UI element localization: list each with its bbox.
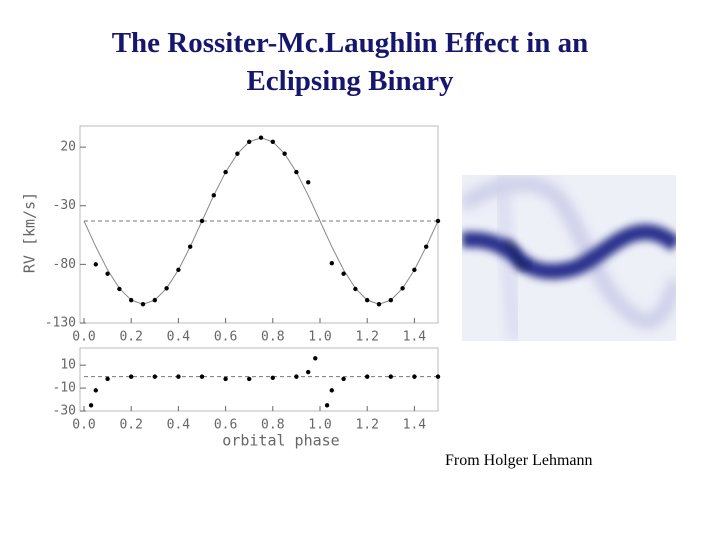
x-tick-label: 0.4 xyxy=(167,418,191,433)
data-point xyxy=(152,374,157,379)
x-tick-label: 1.4 xyxy=(403,330,427,345)
data-point xyxy=(306,180,311,185)
data-point xyxy=(223,376,228,382)
data-point xyxy=(424,244,429,249)
data-point xyxy=(105,271,110,276)
data-point xyxy=(152,297,157,303)
y-tick-label: 10 xyxy=(60,358,76,373)
data-point xyxy=(129,297,134,303)
spectrogram-bg xyxy=(462,175,676,341)
data-point xyxy=(294,169,299,175)
data-point xyxy=(199,218,205,224)
data-point xyxy=(324,403,330,408)
data-point xyxy=(329,260,334,266)
spectrogram xyxy=(462,175,676,341)
data-point xyxy=(435,218,441,224)
x-tick-label: 1.2 xyxy=(355,330,378,345)
data-point xyxy=(282,151,287,156)
plot-frame xyxy=(79,347,439,412)
slide-title: The Rossiter-Mc.Laughlin Effect in an Ec… xyxy=(111,27,589,97)
data-point xyxy=(247,139,252,145)
data-point xyxy=(412,267,417,273)
y-axis-label: RV [km/s] xyxy=(21,192,39,273)
y-tick-label: -30 xyxy=(53,404,76,419)
data-point xyxy=(258,135,264,140)
x-tick-label: 1.4 xyxy=(403,418,427,433)
data-point xyxy=(235,151,240,156)
y-tick-label: -30 xyxy=(53,198,76,213)
data-point xyxy=(270,375,275,380)
data-point xyxy=(176,374,181,379)
x-tick-label: 0.6 xyxy=(214,418,237,433)
data-point xyxy=(88,403,94,408)
data-point xyxy=(117,286,122,292)
x-tick-label: 0.6 xyxy=(214,330,237,345)
spectrogram-trail xyxy=(462,223,676,280)
data-point xyxy=(93,388,99,393)
y-tick-label: 20 xyxy=(60,140,76,155)
data-point xyxy=(140,302,146,307)
data-point xyxy=(199,374,205,379)
y-tick-label: -80 xyxy=(53,257,76,272)
x-tick-label: 1.2 xyxy=(355,418,378,433)
data-point xyxy=(400,286,405,291)
x-tick-label: 0.2 xyxy=(119,418,142,433)
data-point xyxy=(412,374,417,379)
data-point xyxy=(93,262,99,267)
data-point xyxy=(435,374,441,379)
spectrogram-rm-feature xyxy=(504,240,531,270)
data-point xyxy=(341,271,346,276)
data-point xyxy=(388,374,393,379)
data-point xyxy=(164,286,169,291)
x-tick-label: 1.0 xyxy=(308,418,331,433)
data-point xyxy=(294,374,299,379)
y-tick-label: -130 xyxy=(45,316,76,331)
data-point xyxy=(365,374,370,379)
x-tick-label: 0.4 xyxy=(167,330,191,345)
data-point xyxy=(223,169,228,175)
data-point xyxy=(376,302,382,307)
x-tick-label: 1.0 xyxy=(308,330,331,345)
data-point xyxy=(388,297,393,303)
caption: From Holger Lehmann xyxy=(445,452,593,469)
x-tick-label: 0.0 xyxy=(72,330,95,345)
data-point xyxy=(270,139,275,145)
data-point xyxy=(105,376,110,382)
data-point xyxy=(306,369,311,375)
x-tick-label: 0.2 xyxy=(119,330,142,345)
data-point xyxy=(353,286,358,292)
data-point xyxy=(211,193,216,198)
data-point xyxy=(313,356,318,361)
x-tick-label: 0.0 xyxy=(72,418,95,433)
x-tick-label: 0.8 xyxy=(261,418,284,433)
data-point xyxy=(129,374,134,379)
y-tick-label: -10 xyxy=(53,381,76,396)
x-axis-label: orbital phase xyxy=(222,432,339,450)
data-point xyxy=(365,297,370,303)
data-point xyxy=(176,267,181,273)
x-tick-label: 0.8 xyxy=(261,330,284,345)
data-point xyxy=(188,244,193,249)
data-point xyxy=(329,388,334,393)
plot-frame xyxy=(79,125,439,324)
data-point xyxy=(247,376,252,382)
data-point xyxy=(341,376,346,382)
